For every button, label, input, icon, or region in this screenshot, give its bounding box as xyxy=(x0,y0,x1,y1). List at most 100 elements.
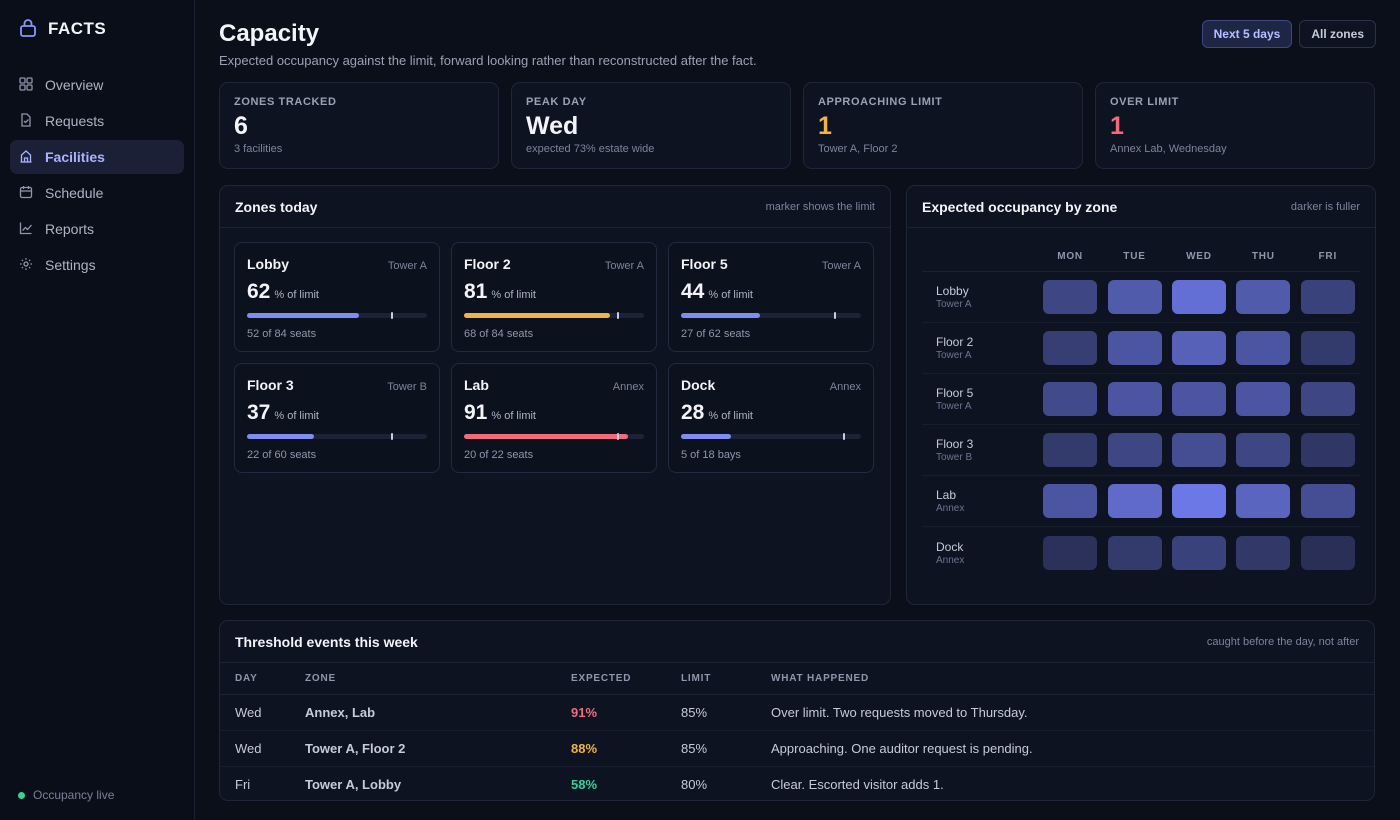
zone-name: Lab xyxy=(464,377,489,393)
zone-percent-value: 44 xyxy=(681,280,705,303)
zone-percent: 44% of limit xyxy=(681,280,861,304)
heatmap-cell[interactable] xyxy=(1171,484,1226,518)
stat-value: 1 xyxy=(1110,112,1124,140)
sidebar-nav: Overview Requests Facilities xyxy=(10,68,184,282)
heatmap-cell[interactable] xyxy=(1043,484,1098,518)
heatmap-cell[interactable] xyxy=(1043,535,1098,570)
heatmap-cell[interactable] xyxy=(1043,331,1098,365)
heatmap-body: Lobby Tower A Floor 2 Tower A Floor 5 Tower A… xyxy=(922,272,1360,578)
sidebar-item-label: Reports xyxy=(45,221,95,237)
date-range-button[interactable]: Next 5 days xyxy=(1201,20,1293,48)
heatmap-row-label: Lobby Tower A xyxy=(922,284,1038,310)
heatmap-cell[interactable] xyxy=(1236,280,1291,314)
heatmap-cell[interactable] xyxy=(1300,535,1355,570)
panel-hint: caught before the day, not after xyxy=(1206,635,1359,648)
heatmap-cell[interactable] xyxy=(1107,280,1162,314)
heatmap-cell[interactable] xyxy=(1171,382,1226,416)
heatmap-cell-wrapper xyxy=(1038,331,1102,365)
stat-card-zones-tracked: ZONES TRACKED 6 3 facilities xyxy=(219,82,499,169)
heatmap-cell[interactable] xyxy=(1171,331,1226,365)
heatmap-cell[interactable] xyxy=(1236,331,1291,365)
sidebar-item-overview[interactable]: Overview xyxy=(10,68,184,102)
heatmap-zone-name: Lab xyxy=(936,488,957,502)
heatmap-cell[interactable] xyxy=(1043,280,1098,314)
heatmap-row-label: Floor 5 Tower A xyxy=(922,386,1038,412)
heatmap-cell-wrapper xyxy=(1296,433,1360,467)
heatmap-cell[interactable] xyxy=(1043,382,1098,416)
heatmap-cell[interactable] xyxy=(1236,382,1291,416)
zone-card[interactable]: Floor 5 Tower A 44% of limit 27 of 62 seats xyxy=(668,242,874,352)
heatmap-cell-wrapper xyxy=(1296,280,1360,314)
heatmap-zone-building: Tower B xyxy=(936,452,973,463)
sidebar-item-label: Overview xyxy=(45,77,104,93)
grid-icon xyxy=(19,76,33,94)
brand[interactable]: FACTS xyxy=(10,18,184,40)
sidebar-item-schedule[interactable]: Schedule xyxy=(10,176,184,210)
heatmap-cell[interactable] xyxy=(1236,433,1291,467)
heatmap-row: Floor 2 Tower A xyxy=(922,323,1360,374)
zone-card[interactable]: Dock Annex 28% of limit 5 of 18 bays xyxy=(668,363,874,473)
zone-card[interactable]: Floor 3 Tower B 37% of limit 22 of 60 seats xyxy=(234,363,440,473)
occupancy-bar-fill xyxy=(247,434,314,439)
sidebar-item-requests[interactable]: Requests xyxy=(10,104,184,138)
heatmap-row-label: Dock Annex xyxy=(922,540,1038,566)
panel-hint: marker shows the limit xyxy=(765,200,875,213)
heatmap-cell[interactable] xyxy=(1300,331,1355,365)
heatmap-cell-wrapper xyxy=(1296,331,1360,365)
heatmap-cell[interactable] xyxy=(1236,484,1291,518)
zone-card[interactable]: Lobby Tower A 62% of limit 52 of 84 seats xyxy=(234,242,440,352)
panel-hint: darker is fuller xyxy=(1290,200,1360,213)
table-row[interactable]: Fri Tower A, Lobby 58% 80% Clear. Escorted v… xyxy=(220,766,1374,802)
table-row[interactable]: Wed Annex, Lab 91% 85% Over limit. Two reque… xyxy=(220,694,1374,731)
page-title: Capacity xyxy=(219,20,320,47)
zone-building: Tower A xyxy=(387,260,427,272)
zone-percent-value: 28 xyxy=(681,401,705,424)
stat-label: PEAK DAY xyxy=(526,96,587,108)
table-row[interactable]: Wed Tower A, Floor 2 88% 85% Approaching. On… xyxy=(220,730,1374,767)
stat-card-over-limit: OVER LIMIT 1 Annex Lab, Wednesday xyxy=(1095,82,1375,169)
zone-seats: 22 of 60 seats xyxy=(247,449,317,461)
zone-building: Tower A xyxy=(604,260,644,272)
stat-label: APPROACHING LIMIT xyxy=(818,96,943,108)
zone-card-header: Floor 3 Tower B xyxy=(247,377,427,393)
heatmap-day-label: WED xyxy=(1186,251,1212,262)
heatmap-day-label: FRI xyxy=(1318,251,1338,262)
zone-card-header: Floor 2 Tower A xyxy=(464,256,644,272)
heatmap-cell[interactable] xyxy=(1236,535,1291,570)
zone-percent-value: 81 xyxy=(464,280,488,303)
heatmap-zone-building: Tower A xyxy=(936,350,972,361)
heatmap-cell[interactable] xyxy=(1107,484,1162,518)
zone-seats: 20 of 22 seats xyxy=(464,449,534,461)
heatmap-row: Floor 3 Tower B xyxy=(922,425,1360,476)
heatmap-cell-wrapper xyxy=(1038,280,1102,314)
event-description: Clear. Escorted visitor adds 1. xyxy=(771,776,944,792)
zone-card-header: Dock Annex xyxy=(681,377,861,393)
sidebar-item-reports[interactable]: Reports xyxy=(10,212,184,246)
heatmap-cell[interactable] xyxy=(1171,535,1226,570)
zone-card[interactable]: Floor 2 Tower A 81% of limit 68 of 84 seats xyxy=(451,242,657,352)
zone-seats: 52 of 84 seats xyxy=(247,328,317,340)
zone-seats: 27 of 62 seats xyxy=(681,328,751,340)
heatmap-cell[interactable] xyxy=(1107,535,1162,570)
heatmap-cell[interactable] xyxy=(1300,280,1355,314)
heatmap-cell[interactable] xyxy=(1043,433,1098,467)
heatmap-zone-name: Floor 3 xyxy=(936,437,974,451)
heatmap-cell[interactable] xyxy=(1300,382,1355,416)
panel-title: Expected occupancy by zone xyxy=(922,198,1118,215)
zones-filter-button[interactable]: All zones xyxy=(1299,20,1376,48)
sidebar-item-settings[interactable]: Settings xyxy=(10,248,184,282)
heatmap-cell[interactable] xyxy=(1107,331,1162,365)
zone-card-header: Lab Annex xyxy=(464,377,644,393)
heatmap-cell[interactable] xyxy=(1107,382,1162,416)
heatmap-day-label: MON xyxy=(1057,251,1083,262)
zone-card[interactable]: Lab Annex 91% of limit 20 of 22 seats xyxy=(451,363,657,473)
sidebar-item-facilities[interactable]: Facilities xyxy=(10,140,184,174)
heatmap-cell[interactable] xyxy=(1107,433,1162,467)
zone-building: Annex xyxy=(612,381,644,393)
heatmap-cell[interactable] xyxy=(1171,433,1226,467)
heatmap-cell-wrapper xyxy=(1102,331,1166,365)
occupancy-bar-fill xyxy=(464,434,628,439)
heatmap-cell[interactable] xyxy=(1300,433,1355,467)
heatmap-cell[interactable] xyxy=(1171,280,1226,314)
heatmap-cell[interactable] xyxy=(1300,484,1355,518)
